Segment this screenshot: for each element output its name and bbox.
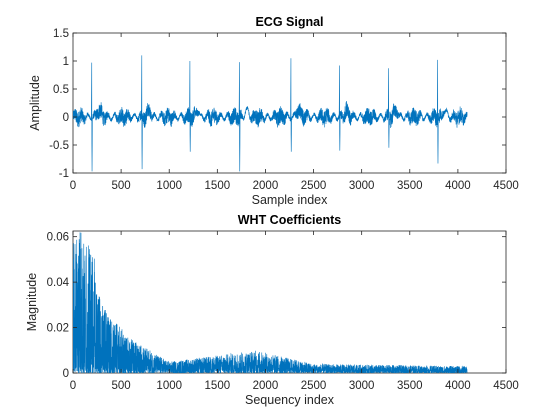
x-tick-label: 3000: [349, 380, 375, 392]
x-axis-label: Sequency index: [245, 393, 335, 407]
x-tick-label: 500: [112, 180, 131, 192]
wht-axes: 0 500 1000 1500 2000 2500 3000 3500 4000 4500 0 0.0…: [25, 213, 519, 407]
x-tick-label: 4000: [445, 180, 471, 192]
axes-box: [72, 230, 507, 374]
y-tick-label: 0: [63, 112, 69, 124]
x-axis-label: Sample index: [252, 193, 328, 207]
ecg-series-line: [73, 55, 468, 172]
x-tick-label: 2500: [301, 180, 327, 192]
y-tick-label: 0.06: [47, 232, 69, 244]
x-tick-label: 4500: [493, 380, 519, 392]
x-tick-label: 2000: [253, 380, 279, 392]
x-tick-label: 0: [70, 380, 76, 392]
x-tick-label: 3500: [397, 180, 423, 192]
chart-title: ECG Signal: [255, 15, 323, 29]
x-tick-label: 4500: [493, 180, 519, 192]
x-tick-label: 1500: [205, 380, 231, 392]
y-tick-label: 0.5: [53, 84, 69, 96]
y-tick-label: -0.5: [49, 140, 69, 152]
y-tick-label: 0.04: [47, 277, 70, 289]
axes-box: [72, 32, 507, 174]
ecg-axes: 0 500 1000 1500 2000 2500 3000 3500 4000 4500 -1 -0…: [28, 15, 519, 207]
x-tick-label: 4000: [445, 380, 471, 392]
y-tick-label: 0.02: [47, 323, 69, 335]
y-tick-label: -1: [59, 168, 69, 180]
y-tick-label: 1: [63, 56, 69, 68]
y-tick-label: 1.5: [53, 28, 69, 40]
chart-title: WHT Coefficients: [238, 213, 342, 227]
y-axis-label: Amplitude: [28, 75, 42, 131]
x-tick-label: 1500: [205, 180, 231, 192]
x-tick-label: 3500: [397, 380, 423, 392]
x-tick-label: 3000: [349, 180, 375, 192]
x-tick-label: 2500: [301, 380, 327, 392]
wht-series-line: [73, 232, 468, 373]
y-tick-label: 0: [63, 368, 69, 380]
x-tick-label: 0: [70, 180, 76, 192]
x-tick-label: 1000: [156, 180, 182, 192]
x-tick-label: 1000: [156, 380, 182, 392]
x-tick-label: 2000: [253, 180, 279, 192]
y-axis-label: Magnitude: [25, 273, 39, 331]
x-tick-label: 500: [112, 380, 131, 392]
